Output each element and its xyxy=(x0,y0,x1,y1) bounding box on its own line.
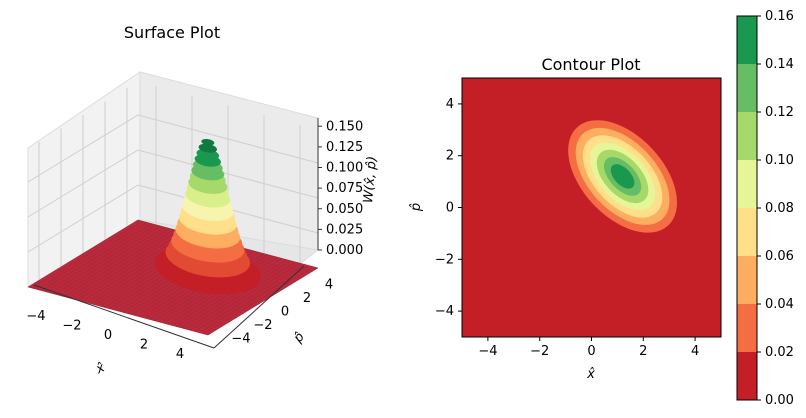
surface-mesh-line xyxy=(59,228,170,296)
surface-z-label: W(x̂, p̂) xyxy=(361,156,380,204)
surface-z-tick-label: 0.000 xyxy=(326,243,363,258)
contour-y-tick-label: 0 xyxy=(446,201,454,216)
colorbar-segment xyxy=(737,304,757,352)
contour-y-label: p̂ xyxy=(409,203,424,212)
surface-title: Surface Plot xyxy=(124,23,220,42)
contour-x-label: x̂ xyxy=(586,367,595,382)
surface-grid-line xyxy=(27,114,319,183)
surface-y-tick-label: 2 xyxy=(303,291,311,306)
surface-mesh-line xyxy=(194,264,305,332)
surface-y-axis-line xyxy=(213,265,305,349)
colorbar: 0.00 0.02 0.04 0.06 0.08 0.10 0.12 0.14 0.16 xyxy=(736,9,794,408)
surface-mesh-line xyxy=(45,224,157,292)
colorbar-segment xyxy=(737,112,757,160)
surface-grid-line xyxy=(27,149,319,218)
surface-mesh-line xyxy=(50,225,161,294)
surface-mesh-line xyxy=(198,265,310,333)
surface-mesh-line xyxy=(180,260,292,328)
surface-x-tick-label: −2 xyxy=(62,318,81,333)
surface-x-ticks: −4 −2 0 2 4 xyxy=(26,309,184,362)
contour-title: Contour Plot xyxy=(541,55,640,74)
surface-x-tick-label: −4 xyxy=(26,309,45,324)
surface-mesh-line xyxy=(63,229,175,297)
colorbar-segment xyxy=(737,160,757,208)
surface-mesh-line xyxy=(72,231,184,300)
surface-mesh-line xyxy=(54,227,166,295)
surface-y-ticks: −4−2 024 xyxy=(231,278,333,347)
contour-y-ticks: −4 −2 0 2 4 xyxy=(435,97,462,319)
surface-y-tick-label: 0 xyxy=(281,305,289,320)
surface-mesh-line xyxy=(189,263,301,331)
surface-y-tick-label: 4 xyxy=(325,278,333,293)
contour-x-tick-label: 4 xyxy=(691,344,699,359)
colorbar-ticks: 0.00 0.02 0.04 0.06 0.08 0.10 0.12 0.14 0.16 xyxy=(757,9,794,408)
surface-peak-slice xyxy=(201,139,215,146)
surface-z-tick-label: 0.025 xyxy=(326,222,363,237)
contour-x-ticks: −4 −2 0 2 4 xyxy=(478,337,699,359)
colorbar-segment xyxy=(737,16,757,64)
colorbar-tick-label: 0.14 xyxy=(765,57,794,72)
surface-grid-line xyxy=(27,184,319,253)
surface-x-label: x̂ xyxy=(93,360,107,377)
colorbar-segments xyxy=(737,16,757,400)
surface-mesh-line xyxy=(41,223,152,291)
colorbar-segment xyxy=(737,352,757,400)
contour-background xyxy=(462,78,721,337)
colorbar-tick-label: 0.10 xyxy=(765,153,794,168)
surface-y-tick-label: −4 xyxy=(231,331,250,346)
colorbar-tick-label: 0.12 xyxy=(765,105,794,120)
surface-x-tick-label: 0 xyxy=(104,328,112,343)
surface-mesh-line xyxy=(68,230,179,298)
colorbar-tick-label: 0.04 xyxy=(765,297,794,312)
contour-bands xyxy=(568,120,678,233)
surface-z-tick-label: 0.050 xyxy=(326,202,363,217)
colorbar-tick-label: 0.08 xyxy=(765,201,794,216)
contour-x-tick-label: 2 xyxy=(639,344,647,359)
surface-peak xyxy=(154,139,261,295)
surface-z-tick-label: 0.150 xyxy=(326,119,363,134)
surface-mesh-line xyxy=(203,266,314,334)
contour-y-tick-label: −2 xyxy=(435,252,454,267)
contour-y-tick-label: −4 xyxy=(435,304,454,319)
surface-peak-slice xyxy=(198,143,218,153)
colorbar-tick-label: 0.02 xyxy=(765,345,794,360)
contour-plot-panel: Contour Plot −4 −2 0 2 4 −4 −2 0 2 4 x̂ p̂ xyxy=(409,55,722,382)
contour-band xyxy=(610,164,635,189)
surface-z-ticks: 0.000 0.025 0.050 0.075 0.100 0.125 0.150 xyxy=(318,119,363,258)
colorbar-segment xyxy=(737,64,757,112)
surface-mesh-line xyxy=(185,261,296,330)
surface-z-tick-label: 0.075 xyxy=(326,181,363,196)
colorbar-tick-label: 0.06 xyxy=(765,249,794,264)
surface-x-axis-line xyxy=(33,284,215,349)
surface-z-tick-label: 0.125 xyxy=(326,140,363,155)
colorbar-tick-label: 0.16 xyxy=(765,9,794,24)
surface-mesh-line xyxy=(32,221,143,289)
colorbar-segment xyxy=(737,208,757,256)
surface-mesh-line xyxy=(36,222,148,290)
surface-y-label: p̂ xyxy=(290,330,307,347)
surface-y-tick-label: −2 xyxy=(253,318,272,333)
surface-x-tick-label: 2 xyxy=(140,338,148,353)
colorbar-segment xyxy=(737,256,757,304)
contour-y-tick-label: 4 xyxy=(446,97,454,112)
surface-x-tick-label: 4 xyxy=(176,347,184,362)
contour-x-tick-label: −4 xyxy=(478,344,497,359)
contour-x-tick-label: −2 xyxy=(530,344,549,359)
surface-z-tick-label: 0.100 xyxy=(326,161,363,176)
contour-y-tick-label: 2 xyxy=(446,149,454,164)
contour-x-tick-label: 0 xyxy=(587,344,595,359)
colorbar-tick-label: 0.00 xyxy=(765,393,794,408)
